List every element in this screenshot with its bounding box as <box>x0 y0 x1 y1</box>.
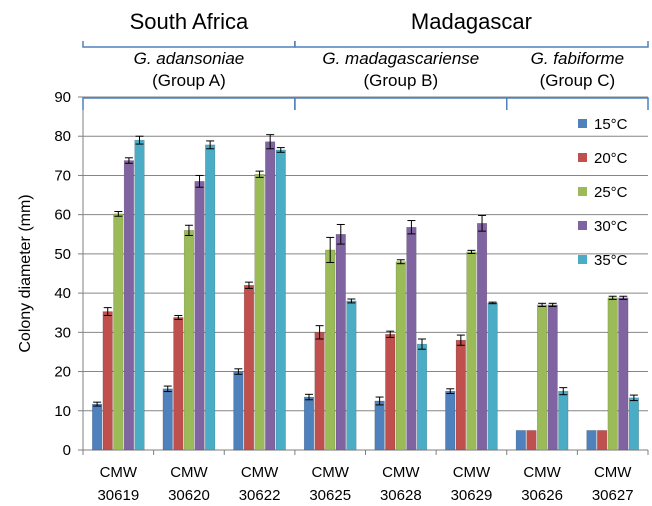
bar <box>416 343 428 451</box>
x-category-label-line2: 30626 <box>521 487 563 504</box>
x-category-label-line1: CMW <box>523 464 561 481</box>
species-label: G. fabiforme <box>531 49 625 68</box>
legend-label: 30°C <box>594 218 628 235</box>
x-category-label-line1: CMW <box>100 464 138 481</box>
y-tick-label: 80 <box>54 128 71 145</box>
x-category-label-line1: CMW <box>241 464 279 481</box>
legend-label: 25°C <box>594 184 628 201</box>
group-label: (Group A) <box>152 71 226 90</box>
bar <box>445 390 456 451</box>
y-axis-title: Colony diameter (mm) <box>17 194 34 352</box>
y-tick-label: 50 <box>54 246 71 263</box>
bar <box>265 141 276 451</box>
bar <box>92 403 103 451</box>
bar <box>406 226 417 451</box>
bar <box>395 261 406 451</box>
region-bracket <box>82 41 296 48</box>
bar <box>314 332 325 451</box>
bar <box>466 251 477 451</box>
y-tick-label: 60 <box>54 207 71 224</box>
bar <box>476 223 488 451</box>
bar <box>205 144 216 451</box>
group-bracket <box>294 97 508 110</box>
x-category-label-line1: CMW <box>594 464 632 481</box>
legend-swatch <box>578 119 587 128</box>
bar <box>586 430 597 451</box>
bar <box>515 430 526 451</box>
x-category-label-line2: 30625 <box>309 487 351 504</box>
bar <box>618 297 629 451</box>
region-bracket <box>294 41 649 48</box>
legend-swatch <box>578 153 587 162</box>
y-tick-label: 10 <box>54 403 71 420</box>
x-category-label-line1: CMW <box>382 464 420 481</box>
bar <box>194 181 205 451</box>
group-label: (Group C) <box>540 71 616 90</box>
legend-label: 15°C <box>594 116 628 133</box>
bar <box>455 339 466 451</box>
species-label: G. madagascariense <box>322 49 479 68</box>
bar <box>526 430 537 451</box>
x-category-label-line2: 30628 <box>380 487 422 504</box>
bar <box>607 297 618 451</box>
x-category-label-line2: 30619 <box>97 487 139 504</box>
x-category-label-line1: CMW <box>311 464 349 481</box>
legend-swatch <box>578 255 587 264</box>
bar <box>385 334 396 451</box>
bar <box>597 430 608 451</box>
bar <box>102 311 113 451</box>
bar <box>275 149 286 451</box>
bar <box>173 317 184 451</box>
bar <box>254 174 265 451</box>
bar <box>303 396 315 451</box>
bar <box>243 285 255 451</box>
bar <box>628 397 639 451</box>
y-tick-label: 30 <box>54 324 71 341</box>
legend-swatch <box>578 221 587 230</box>
bar <box>547 304 558 451</box>
bar <box>325 249 336 451</box>
group-bracket <box>82 97 296 110</box>
bar <box>537 304 548 451</box>
x-category-label-line2: 30622 <box>239 487 281 504</box>
x-category-label-line1: CMW <box>170 464 208 481</box>
y-tick-label: 20 <box>54 364 71 381</box>
bar <box>183 230 194 451</box>
y-tick-label: 40 <box>54 285 71 302</box>
x-category-label-line2: 30629 <box>451 487 493 504</box>
y-tick-label: 70 <box>54 167 71 184</box>
bar <box>113 213 124 451</box>
bar <box>134 139 145 451</box>
x-category-label-line2: 30620 <box>168 487 210 504</box>
group-bracket <box>506 97 649 110</box>
bar <box>233 371 244 451</box>
y-tick-label: 0 <box>63 442 71 459</box>
x-category-label-line2: 30627 <box>592 487 634 504</box>
y-tick-label: 90 <box>54 89 71 106</box>
species-label: G. adansoniae <box>134 49 245 68</box>
region-label: South Africa <box>130 9 249 34</box>
x-category-label-line1: CMW <box>453 464 491 481</box>
bar <box>487 302 498 451</box>
bar <box>558 390 569 451</box>
legend-swatch <box>578 187 587 196</box>
bar <box>335 234 346 451</box>
bar <box>123 160 134 451</box>
group-label: (Group B) <box>363 71 438 90</box>
bar <box>374 400 385 451</box>
legend-label: 20°C <box>594 150 628 167</box>
region-label: Madagascar <box>411 9 532 34</box>
legend-label: 35°C <box>594 252 628 269</box>
bar <box>162 388 173 451</box>
bar <box>346 300 357 451</box>
